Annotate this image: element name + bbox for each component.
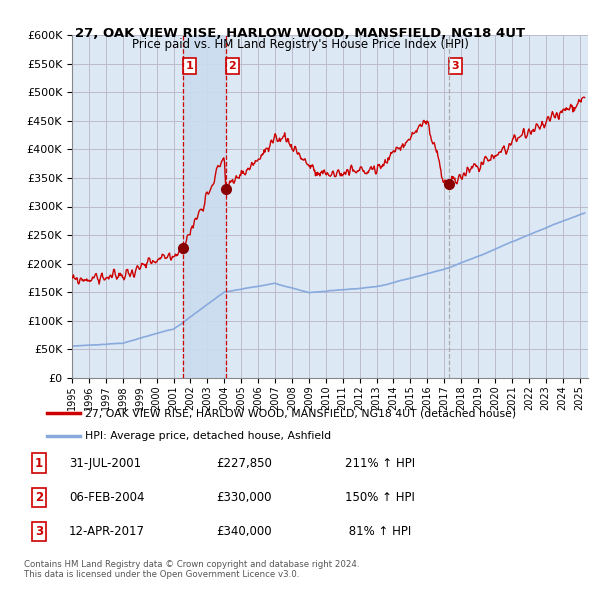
Bar (184, 35, 226, 378)
Text: Price paid vs. HM Land Registry's House Price Index (HPI): Price paid vs. HM Land Registry's House … (131, 38, 469, 51)
Text: HPI: Average price, detached house, Ashfield: HPI: Average price, detached house, Ashf… (85, 431, 331, 441)
Text: Contains HM Land Registry data © Crown copyright and database right 2024.
This d: Contains HM Land Registry data © Crown c… (24, 560, 359, 579)
Text: 1: 1 (35, 457, 43, 470)
Text: 12-APR-2017: 12-APR-2017 (69, 525, 145, 538)
Text: 1: 1 (186, 61, 194, 71)
Text: 2: 2 (229, 61, 236, 71)
Text: 27, OAK VIEW RISE, HARLOW WOOD, MANSFIELD, NG18 4UT: 27, OAK VIEW RISE, HARLOW WOOD, MANSFIEL… (75, 27, 525, 40)
Text: 06-FEB-2004: 06-FEB-2004 (69, 491, 145, 504)
Text: 3: 3 (35, 525, 43, 538)
Text: £340,000: £340,000 (216, 525, 272, 538)
Text: 81% ↑ HPI: 81% ↑ HPI (345, 525, 411, 538)
Text: 31-JUL-2001: 31-JUL-2001 (69, 457, 141, 470)
Text: 2: 2 (35, 491, 43, 504)
Text: 3: 3 (451, 61, 459, 71)
Text: 150% ↑ HPI: 150% ↑ HPI (345, 491, 415, 504)
Text: £330,000: £330,000 (216, 491, 271, 504)
Text: 27, OAK VIEW RISE, HARLOW WOOD, MANSFIELD, NG18 4UT (detached house): 27, OAK VIEW RISE, HARLOW WOOD, MANSFIEL… (85, 408, 517, 418)
Text: 211% ↑ HPI: 211% ↑ HPI (345, 457, 415, 470)
Text: £227,850: £227,850 (216, 457, 272, 470)
